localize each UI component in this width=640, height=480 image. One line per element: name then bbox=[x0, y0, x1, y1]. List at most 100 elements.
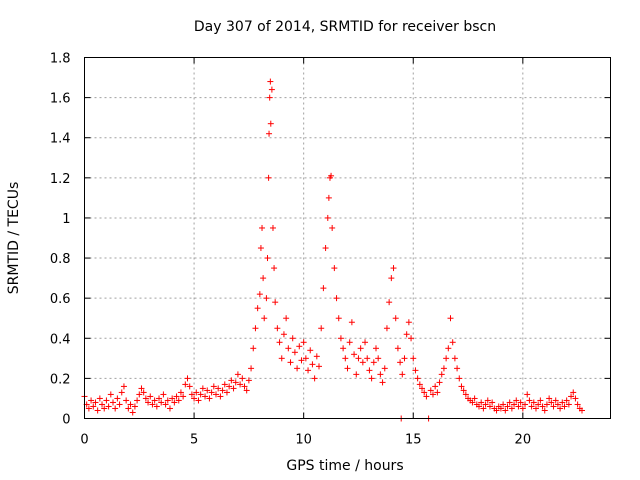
data-point bbox=[239, 375, 246, 382]
data-point bbox=[217, 393, 224, 400]
data-point bbox=[151, 397, 158, 404]
data-point bbox=[103, 397, 110, 404]
data-point bbox=[397, 359, 404, 366]
data-point bbox=[524, 391, 531, 398]
data-point bbox=[289, 335, 296, 342]
x-tick-label: 15 bbox=[405, 433, 422, 448]
data-point bbox=[160, 391, 167, 398]
data-point bbox=[519, 405, 526, 412]
data-point bbox=[359, 359, 366, 366]
data-point bbox=[266, 130, 273, 137]
data-point bbox=[266, 94, 273, 101]
data-point bbox=[445, 345, 452, 352]
data-point bbox=[535, 401, 542, 408]
data-point bbox=[199, 385, 206, 392]
data-point bbox=[432, 383, 439, 390]
data-point bbox=[267, 120, 274, 127]
data-point bbox=[392, 315, 399, 322]
data-point bbox=[325, 194, 332, 201]
data-point bbox=[226, 383, 233, 390]
data-point bbox=[412, 367, 419, 374]
data-point bbox=[456, 375, 463, 382]
data-point bbox=[114, 395, 121, 402]
data-point bbox=[145, 399, 152, 406]
data-point bbox=[355, 355, 362, 362]
y-axis-ticks: 0 0.2 0.4 0.6 0.8 1 1.2 1.4 1.6 1.8 bbox=[50, 52, 611, 428]
data-point bbox=[328, 172, 335, 179]
data-point bbox=[171, 399, 178, 406]
data-point bbox=[410, 355, 417, 362]
data-point bbox=[390, 265, 397, 272]
data-point bbox=[243, 387, 250, 394]
data-point bbox=[202, 393, 209, 400]
data-point bbox=[429, 391, 436, 398]
data-point bbox=[419, 385, 426, 392]
data-point bbox=[344, 365, 351, 372]
data-point bbox=[215, 385, 222, 392]
data-point bbox=[191, 395, 198, 402]
data-point bbox=[504, 403, 511, 410]
y-tick-label: 0.2 bbox=[50, 372, 71, 387]
data-point bbox=[309, 361, 316, 368]
data-point bbox=[193, 389, 200, 396]
data-point bbox=[462, 391, 469, 398]
data-point bbox=[548, 399, 555, 406]
data-point bbox=[408, 335, 415, 342]
data-point bbox=[561, 403, 568, 410]
chart-title: Day 307 of 2014, SRMTID for receiver bsc… bbox=[194, 19, 496, 35]
data-point bbox=[109, 399, 116, 406]
data-point bbox=[257, 245, 264, 252]
data-point bbox=[298, 357, 305, 364]
x-tick-label: 5 bbox=[190, 433, 198, 448]
data-point bbox=[506, 399, 513, 406]
y-tick-label: 0 bbox=[62, 413, 70, 428]
y-tick-label: 1.2 bbox=[50, 172, 71, 187]
x-axis-label: GPS time / hours bbox=[286, 458, 403, 474]
data-point bbox=[579, 407, 586, 414]
data-point bbox=[528, 403, 535, 410]
data-point bbox=[502, 407, 509, 414]
data-point bbox=[206, 395, 213, 402]
data-point bbox=[300, 339, 307, 346]
data-point bbox=[458, 383, 465, 390]
data-point bbox=[264, 255, 271, 262]
data-point bbox=[283, 315, 290, 322]
data-point bbox=[469, 399, 476, 406]
data-point bbox=[204, 387, 211, 394]
data-point bbox=[522, 401, 529, 408]
data-point bbox=[532, 405, 539, 412]
data-point bbox=[250, 345, 257, 352]
data-point bbox=[434, 389, 441, 396]
data-point bbox=[123, 397, 130, 404]
y-tick-label: 1.8 bbox=[50, 52, 71, 67]
y-axis-label: SRMTID / TECUs bbox=[6, 182, 22, 295]
x-tick-label: 10 bbox=[295, 433, 312, 448]
data-point bbox=[515, 403, 522, 410]
data-point bbox=[333, 295, 340, 302]
data-point bbox=[372, 345, 379, 352]
data-point bbox=[94, 407, 101, 414]
data-point bbox=[493, 407, 500, 414]
data-point bbox=[107, 391, 114, 398]
data-point bbox=[403, 331, 410, 338]
plot-frame bbox=[84, 57, 611, 419]
data-point bbox=[554, 401, 561, 408]
data-point bbox=[388, 275, 395, 282]
data-point bbox=[486, 403, 493, 410]
data-point bbox=[482, 401, 489, 408]
x-tick-label: 0 bbox=[80, 433, 88, 448]
data-point bbox=[377, 371, 384, 378]
data-point bbox=[153, 403, 160, 410]
data-point bbox=[85, 405, 92, 412]
data-point bbox=[158, 399, 165, 406]
data-point bbox=[421, 389, 428, 396]
y-tick-label: 0.4 bbox=[50, 332, 71, 347]
data-point bbox=[269, 224, 276, 231]
data-point bbox=[460, 387, 467, 394]
data-point bbox=[265, 174, 272, 181]
data-point bbox=[116, 401, 123, 408]
data-point bbox=[335, 315, 342, 322]
data-point bbox=[362, 339, 369, 346]
data-point bbox=[449, 339, 456, 346]
